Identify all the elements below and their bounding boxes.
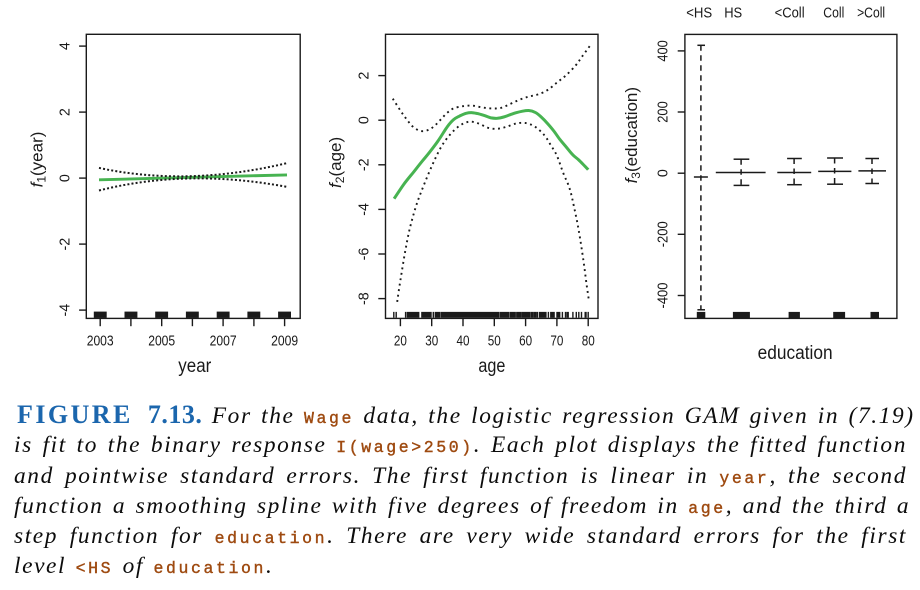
svg-text:HS: HS bbox=[724, 6, 742, 22]
svg-text:50: 50 bbox=[488, 334, 501, 350]
svg-text:2005: 2005 bbox=[148, 334, 175, 350]
svg-text:0: 0 bbox=[357, 116, 373, 124]
svg-text:200: 200 bbox=[656, 101, 672, 123]
svg-text:-400: -400 bbox=[656, 282, 672, 308]
svg-text:-6: -6 bbox=[357, 248, 373, 261]
svg-text:-4: -4 bbox=[357, 203, 373, 216]
svg-text:age: age bbox=[478, 356, 505, 377]
svg-text:20: 20 bbox=[394, 334, 407, 350]
svg-text:80: 80 bbox=[582, 334, 595, 350]
svg-text:Coll: Coll bbox=[823, 6, 844, 22]
svg-text:40: 40 bbox=[457, 334, 470, 350]
svg-text:year: year bbox=[178, 356, 212, 377]
svg-text:4: 4 bbox=[58, 42, 74, 50]
svg-text:-8: -8 bbox=[357, 292, 373, 305]
svg-text:education: education bbox=[758, 343, 833, 364]
svg-text:2009: 2009 bbox=[271, 334, 298, 350]
svg-text:0: 0 bbox=[656, 169, 672, 177]
svg-text:<Coll: <Coll bbox=[775, 6, 805, 22]
svg-text:f3(education): f3(education) bbox=[622, 87, 643, 183]
svg-text:30: 30 bbox=[425, 334, 438, 350]
svg-text:2007: 2007 bbox=[210, 334, 237, 350]
svg-text:<HS: <HS bbox=[686, 6, 712, 22]
svg-text:0: 0 bbox=[58, 174, 74, 182]
svg-text:2: 2 bbox=[357, 72, 373, 80]
svg-text:f1(year): f1(year) bbox=[28, 132, 49, 188]
svg-text:2: 2 bbox=[58, 108, 74, 116]
svg-text:-4: -4 bbox=[58, 304, 74, 317]
svg-text:60: 60 bbox=[519, 334, 532, 350]
svg-text:>Coll: >Coll bbox=[857, 6, 885, 22]
svg-text:-2: -2 bbox=[357, 158, 373, 171]
svg-text:-2: -2 bbox=[58, 238, 74, 251]
svg-text:400: 400 bbox=[656, 40, 672, 62]
svg-text:f2(age): f2(age) bbox=[326, 137, 347, 188]
svg-text:70: 70 bbox=[550, 334, 563, 350]
svg-text:2003: 2003 bbox=[87, 334, 114, 350]
svg-text:-200: -200 bbox=[656, 221, 672, 247]
